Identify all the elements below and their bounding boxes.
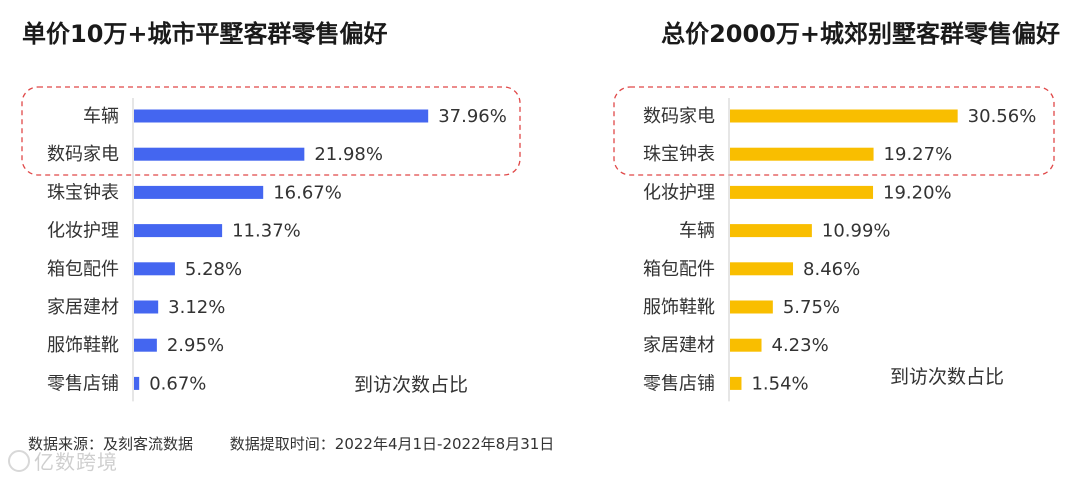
category-label: 服饰鞋靴 — [643, 297, 715, 318]
highlight-box-left — [21, 86, 521, 176]
value-label: 3.12% — [168, 297, 225, 318]
value-label: 37.96% — [438, 106, 507, 127]
category-label: 车辆 — [679, 221, 715, 242]
chart-title-left: 单价10万+城市平墅客群零售偏好 — [22, 20, 388, 48]
value-label: 8.46% — [803, 259, 860, 280]
category-label: 零售店铺 — [47, 373, 119, 394]
bar — [134, 262, 175, 276]
value-label: 19.20% — [883, 182, 952, 203]
category-label: 数码家电 — [47, 144, 119, 165]
bar — [730, 147, 874, 161]
bar — [730, 185, 874, 199]
bar — [134, 109, 429, 123]
bar — [730, 262, 794, 276]
bar — [730, 300, 773, 314]
bar — [730, 109, 958, 123]
value-label: 5.75% — [783, 297, 840, 318]
category-label: 车辆 — [83, 106, 119, 127]
bar — [134, 338, 157, 352]
category-label: 家居建材 — [47, 297, 119, 318]
bar — [134, 300, 159, 314]
value-label: 11.37% — [232, 221, 301, 242]
value-label: 0.67% — [149, 373, 206, 394]
data-period-text: 数据提取时间：2022年4月1日-2022年8月31日 — [229, 435, 555, 453]
value-label: 16.67% — [273, 182, 342, 203]
value-label: 5.28% — [185, 259, 242, 280]
highlight-box-right — [613, 86, 1055, 176]
bar — [730, 338, 762, 352]
watermark: 亿数跨境 — [8, 446, 118, 475]
chart-title-right: 总价2000万+城郊别墅客群零售偏好 — [661, 20, 1060, 48]
footer: 数据来源：及刻客流数据 数据提取时间：2022年4月1日-2022年8月31日 — [28, 433, 554, 454]
value-label: 2.95% — [167, 335, 224, 356]
value-label: 30.56% — [968, 106, 1037, 127]
category-label: 珠宝钟表 — [643, 144, 715, 165]
category-label: 零售店铺 — [643, 373, 715, 394]
axis-note-left: 到访次数占比 — [354, 374, 468, 396]
value-label: 19.27% — [884, 144, 953, 165]
category-label: 化妆护理 — [643, 182, 715, 203]
axis-note-right: 到访次数占比 — [890, 366, 1004, 388]
data-source-text: 数据来源：及刻客流数据 — [28, 435, 194, 453]
watermark-text: 亿数跨境 — [34, 450, 118, 474]
value-label: 21.98% — [314, 144, 383, 165]
watermark-logo-icon — [8, 450, 30, 472]
value-label: 4.23% — [772, 335, 829, 356]
bar — [134, 147, 305, 161]
bar — [730, 376, 742, 390]
category-label: 服饰鞋靴 — [47, 335, 119, 356]
bar — [134, 185, 264, 199]
category-label: 珠宝钟表 — [47, 182, 119, 203]
category-label: 家居建材 — [643, 335, 715, 356]
category-label: 箱包配件 — [47, 259, 119, 280]
category-label: 箱包配件 — [643, 259, 715, 280]
bar — [134, 224, 223, 238]
category-label: 数码家电 — [643, 106, 715, 127]
bar — [134, 376, 140, 390]
category-label: 化妆护理 — [47, 221, 119, 242]
value-label: 10.99% — [822, 221, 891, 242]
value-label: 1.54% — [751, 373, 808, 394]
bar — [730, 224, 812, 238]
